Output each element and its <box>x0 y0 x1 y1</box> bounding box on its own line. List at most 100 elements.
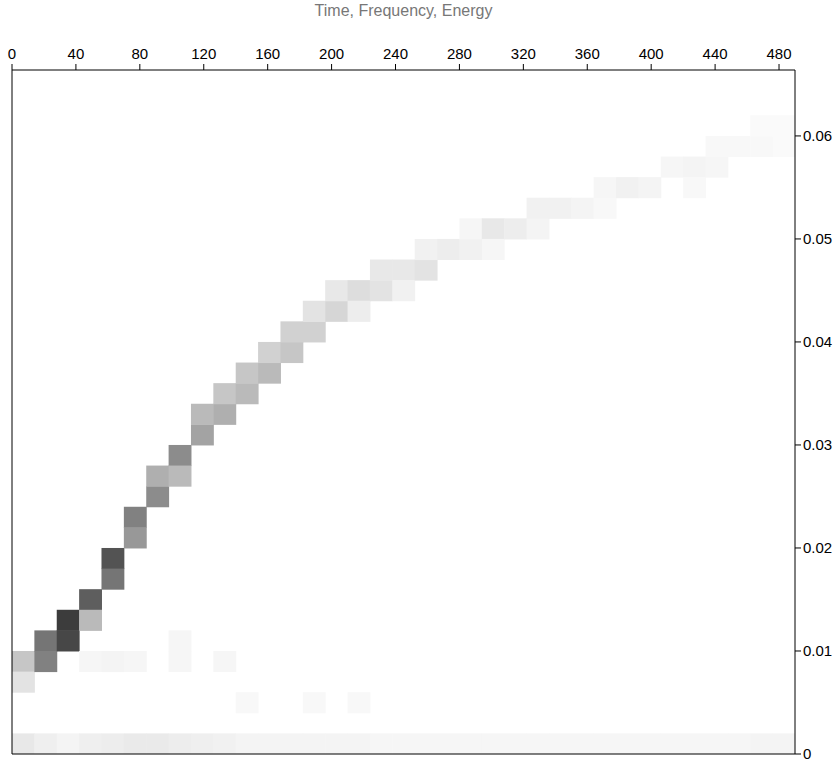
cell <box>706 733 729 754</box>
cell <box>236 383 259 404</box>
cell <box>101 651 124 672</box>
cell <box>101 569 124 590</box>
cell <box>57 630 80 651</box>
cell <box>616 177 639 198</box>
cell <box>191 733 214 754</box>
cell <box>258 363 281 384</box>
cell <box>169 651 192 672</box>
cell <box>348 280 371 301</box>
y-tick <box>795 341 801 342</box>
cell <box>236 363 259 384</box>
y-tick <box>795 135 801 136</box>
cell <box>213 733 236 754</box>
cell <box>750 733 773 754</box>
cell <box>594 177 617 198</box>
x-tick-label: 0 <box>8 45 16 62</box>
cell <box>79 610 102 631</box>
cell <box>638 177 661 198</box>
x-tick <box>395 64 396 70</box>
cell <box>370 280 393 301</box>
x-tick <box>75 64 76 70</box>
cell <box>527 733 550 754</box>
y-tick-label: 0.05 <box>803 230 832 247</box>
cell <box>750 115 773 136</box>
x-tick <box>139 64 140 70</box>
cell <box>236 733 259 754</box>
x-tick-label: 400 <box>639 45 664 62</box>
cell <box>348 301 371 322</box>
cell <box>34 651 57 672</box>
cell <box>661 157 684 178</box>
plot-area <box>12 70 795 754</box>
cell <box>728 136 751 157</box>
cell <box>616 733 639 754</box>
x-tick <box>779 64 780 70</box>
cell <box>370 260 393 281</box>
x-tick-label: 480 <box>767 45 792 62</box>
cell <box>191 404 214 425</box>
cell <box>124 733 147 754</box>
cell <box>303 733 326 754</box>
cell <box>57 610 80 631</box>
cell <box>169 445 192 466</box>
cell <box>12 672 35 693</box>
cell <box>34 630 57 651</box>
cell <box>571 198 594 219</box>
cell <box>303 301 326 322</box>
y-tick <box>795 650 801 651</box>
y-tick <box>795 547 801 548</box>
cell <box>504 733 527 754</box>
frame-left <box>12 70 13 754</box>
x-tick-label: 440 <box>703 45 728 62</box>
cell <box>773 136 795 157</box>
cell <box>683 157 706 178</box>
cell <box>549 198 572 219</box>
cell <box>571 733 594 754</box>
y-tick-label: 0.03 <box>803 436 832 453</box>
cells <box>12 115 795 754</box>
cell <box>12 651 35 672</box>
cell <box>459 733 482 754</box>
y-tick-label: 0.02 <box>803 539 832 556</box>
cell <box>706 136 729 157</box>
cell <box>594 198 617 219</box>
cell <box>325 280 348 301</box>
cell <box>12 733 35 754</box>
cell <box>124 527 147 548</box>
cell <box>303 321 326 342</box>
cell <box>258 342 281 363</box>
y-tick <box>795 754 801 755</box>
x-tick-label: 40 <box>68 45 85 62</box>
cell <box>527 218 550 239</box>
cell <box>191 424 214 445</box>
cell <box>348 733 371 754</box>
cell <box>79 733 102 754</box>
cell <box>169 630 192 651</box>
cell <box>773 733 795 754</box>
cell <box>415 733 438 754</box>
x-tick-label: 320 <box>511 45 536 62</box>
cell <box>79 651 102 672</box>
x-tick <box>203 64 204 70</box>
cell <box>728 733 751 754</box>
y-tick-label: 0.04 <box>803 333 832 350</box>
x-tick <box>587 64 588 70</box>
cell <box>549 733 572 754</box>
cell <box>683 733 706 754</box>
cell <box>213 404 236 425</box>
cell <box>236 692 259 713</box>
cell <box>280 321 303 342</box>
cell <box>773 115 795 136</box>
cell <box>169 733 192 754</box>
x-tick-label: 240 <box>383 45 408 62</box>
cell <box>213 651 236 672</box>
cell <box>146 733 169 754</box>
cell <box>504 218 527 239</box>
cell <box>57 733 80 754</box>
x-tick-label: 120 <box>191 45 216 62</box>
y-tick <box>795 238 801 239</box>
x-tick-label: 160 <box>255 45 280 62</box>
cell <box>303 692 326 713</box>
cell <box>34 733 57 754</box>
x-tick <box>12 64 13 70</box>
